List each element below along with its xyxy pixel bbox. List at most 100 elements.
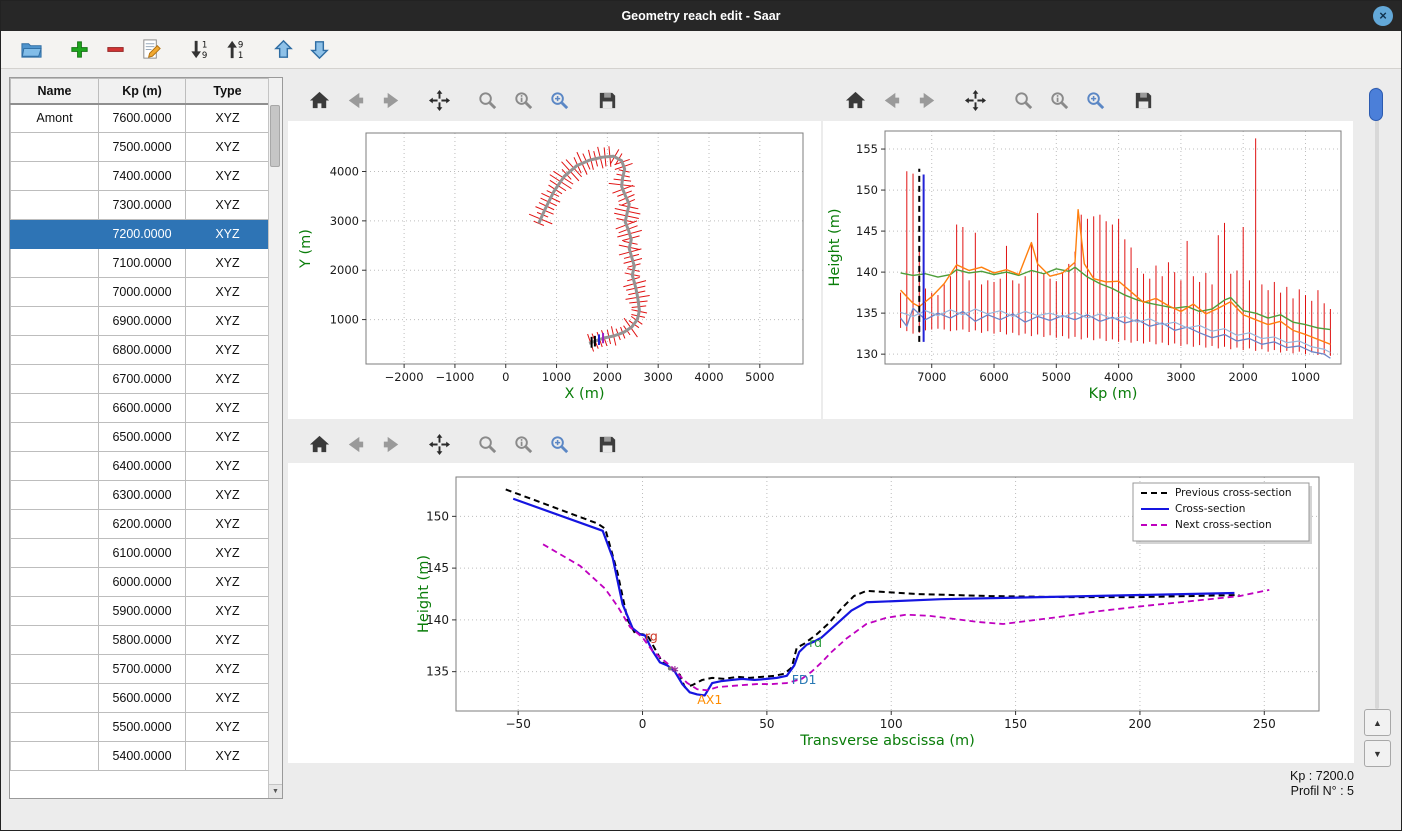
table-cell[interactable]: XYZ: [185, 335, 270, 365]
table-cell[interactable]: 6300.0000: [98, 480, 186, 510]
table-cell[interactable]: [10, 335, 99, 365]
open-button[interactable]: [18, 37, 44, 63]
table-row[interactable]: 5800.0000 XYZ: [10, 625, 270, 655]
table-cell[interactable]: [10, 364, 99, 394]
table-row[interactable]: 7300.0000 XYZ: [10, 190, 270, 220]
table-cell[interactable]: XYZ: [185, 451, 270, 481]
table-cell[interactable]: XYZ: [185, 248, 270, 278]
table-row[interactable]: 6900.0000 XYZ: [10, 306, 270, 336]
table-cell[interactable]: XYZ: [185, 306, 270, 336]
profile-slider-track[interactable]: [1375, 87, 1379, 709]
table-cell[interactable]: XYZ: [185, 625, 270, 655]
table-cell[interactable]: 6400.0000: [98, 451, 186, 481]
zoom-button[interactable]: [474, 431, 500, 457]
table-cell[interactable]: [10, 712, 99, 742]
table-row[interactable]: 6600.0000 XYZ: [10, 393, 270, 423]
table-row[interactable]: 6700.0000 XYZ: [10, 364, 270, 394]
save-button[interactable]: [594, 431, 620, 457]
table-cell[interactable]: [10, 625, 99, 655]
pan-button[interactable]: [962, 87, 988, 113]
back-button[interactable]: [342, 431, 368, 457]
table-cell[interactable]: 7300.0000: [98, 190, 186, 220]
zoom-region-button[interactable]: [546, 87, 572, 113]
table-cell[interactable]: 6000.0000: [98, 567, 186, 597]
table-cell[interactable]: 7600.0000: [98, 103, 186, 133]
zoom-info-button[interactable]: [510, 431, 536, 457]
zoom-button[interactable]: [1010, 87, 1036, 113]
table-cell[interactable]: [10, 161, 99, 191]
table-cell[interactable]: Amont: [10, 103, 99, 133]
table-cell[interactable]: XYZ: [185, 538, 270, 568]
table-cell[interactable]: 6600.0000: [98, 393, 186, 423]
table-cell[interactable]: 5600.0000: [98, 683, 186, 713]
table-row[interactable]: 6300.0000 XYZ: [10, 480, 270, 510]
table-row[interactable]: 7500.0000 XYZ: [10, 132, 270, 162]
table-scrollbar[interactable]: ▼: [268, 78, 282, 798]
zoom-region-button[interactable]: [1082, 87, 1108, 113]
table-cell[interactable]: [10, 422, 99, 452]
back-button[interactable]: [878, 87, 904, 113]
table-row[interactable]: 5400.0000 XYZ: [10, 741, 270, 771]
move-up-button[interactable]: [270, 37, 296, 63]
table-row[interactable]: 5700.0000 XYZ: [10, 654, 270, 684]
table-cell[interactable]: 6500.0000: [98, 422, 186, 452]
table-cell[interactable]: 6900.0000: [98, 306, 186, 336]
table-cell[interactable]: 7100.0000: [98, 248, 186, 278]
table-cell[interactable]: XYZ: [185, 422, 270, 452]
table-cell[interactable]: [10, 509, 99, 539]
table-cell[interactable]: [10, 683, 99, 713]
pan-button[interactable]: [426, 431, 452, 457]
add-button[interactable]: [66, 37, 92, 63]
cross-section-chart[interactable]: * rg rd FD1 AX1 −50 0 50 100 150 200 250 135 140 145 15…: [288, 463, 1354, 763]
zoom-info-button[interactable]: [1046, 87, 1072, 113]
table-row[interactable]: 7400.0000 XYZ: [10, 161, 270, 191]
table-cell[interactable]: [10, 741, 99, 771]
table-cell[interactable]: XYZ: [185, 132, 270, 162]
table-cell[interactable]: XYZ: [185, 712, 270, 742]
table-row[interactable]: 7100.0000 XYZ: [10, 248, 270, 278]
back-button[interactable]: [342, 87, 368, 113]
table-cell[interactable]: 7400.0000: [98, 161, 186, 191]
table-cell[interactable]: [10, 190, 99, 220]
table-cell[interactable]: 6200.0000: [98, 509, 186, 539]
table-cell[interactable]: XYZ: [185, 741, 270, 771]
table-cell[interactable]: XYZ: [185, 161, 270, 191]
table-cell[interactable]: [10, 567, 99, 597]
previous-profile-button[interactable]: ▲: [1364, 709, 1391, 736]
home-button[interactable]: [842, 87, 868, 113]
table-cell[interactable]: 7200.0000: [98, 219, 186, 249]
table-row[interactable]: Amont 7600.0000 XYZ: [10, 103, 270, 133]
table-cell[interactable]: 6800.0000: [98, 335, 186, 365]
table-cell[interactable]: XYZ: [185, 219, 270, 249]
table-cell[interactable]: XYZ: [185, 364, 270, 394]
table-cell[interactable]: [10, 132, 99, 162]
table-row[interactable]: 5900.0000 XYZ: [10, 596, 270, 626]
table-row[interactable]: 7200.0000 XYZ: [10, 219, 270, 249]
table-cell[interactable]: [10, 248, 99, 278]
table-row[interactable]: 6100.0000 XYZ: [10, 538, 270, 568]
table-cell[interactable]: XYZ: [185, 683, 270, 713]
move-down-button[interactable]: [306, 37, 332, 63]
table-row[interactable]: 7000.0000 XYZ: [10, 277, 270, 307]
table-row[interactable]: 6000.0000 XYZ: [10, 567, 270, 597]
home-button[interactable]: [306, 87, 332, 113]
table-cell[interactable]: XYZ: [185, 509, 270, 539]
table-cell[interactable]: 7500.0000: [98, 132, 186, 162]
forward-button[interactable]: [378, 431, 404, 457]
zoom-button[interactable]: [474, 87, 500, 113]
table-cell[interactable]: [10, 451, 99, 481]
profile-slider-thumb[interactable]: [1369, 88, 1383, 121]
table-cell[interactable]: XYZ: [185, 480, 270, 510]
table-row[interactable]: 5500.0000 XYZ: [10, 712, 270, 742]
longitudinal-profile-chart[interactable]: 7000 6000 5000 4000 3000 2000 1000 130 135 140 145…: [823, 121, 1353, 419]
table-cell[interactable]: 6700.0000: [98, 364, 186, 394]
home-button[interactable]: [306, 431, 332, 457]
table-row[interactable]: 6400.0000 XYZ: [10, 451, 270, 481]
next-profile-button[interactable]: ▼: [1364, 740, 1391, 767]
table-cell[interactable]: XYZ: [185, 103, 270, 133]
table-cell[interactable]: [10, 538, 99, 568]
close-button[interactable]: ×: [1373, 6, 1393, 26]
table-cell[interactable]: 5500.0000: [98, 712, 186, 742]
